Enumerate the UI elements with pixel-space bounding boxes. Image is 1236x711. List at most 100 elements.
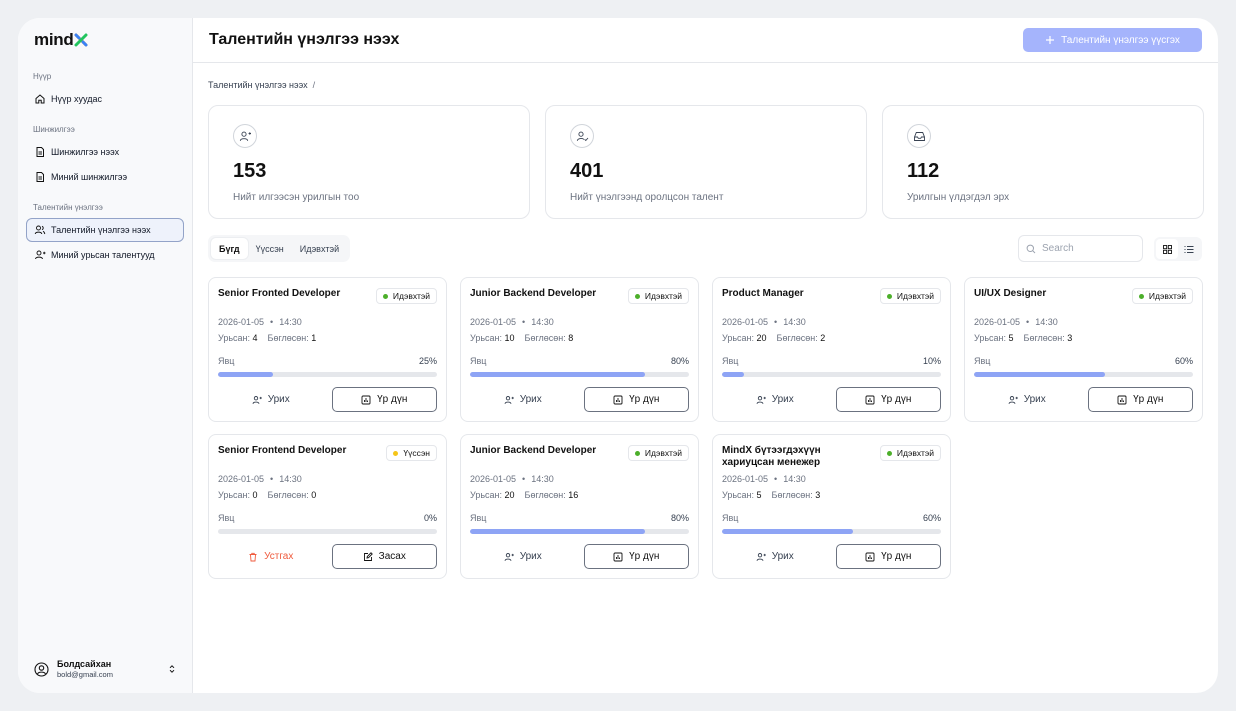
- sidebar-item-invited-talents[interactable]: Миний урьсан талентууд: [26, 243, 184, 267]
- result-button[interactable]: Үр дүн: [583, 544, 689, 569]
- create-evaluation-button[interactable]: Талентийн үнэлгээ үүсгэх: [1023, 28, 1202, 52]
- bullet: •: [522, 474, 526, 484]
- list-icon: [1184, 245, 1194, 253]
- progress-label-row: Явц 60%: [974, 356, 1193, 366]
- logo-text: mind: [34, 30, 74, 49]
- status-text: Идэвхтэй: [1148, 291, 1186, 301]
- stat-label: Нийт үнэлгээнд оролцсон талент: [570, 192, 724, 203]
- filter-tabs: Бүгд Үүссэн Идэвхтэй: [208, 235, 351, 262]
- edit-button[interactable]: Засах: [331, 544, 437, 569]
- invite-button[interactable]: Урих: [470, 544, 576, 569]
- bullet: •: [522, 317, 526, 327]
- stat-value: 153: [233, 160, 267, 182]
- sidebar-item-my-analysis[interactable]: Миний шинжилгээ: [26, 165, 184, 189]
- grid-icon: [1162, 244, 1172, 254]
- filter-tab-active[interactable]: Идэвхтэй: [299, 243, 340, 254]
- status-text: Идэвхтэй: [896, 291, 934, 301]
- list-view-button[interactable]: [1178, 239, 1200, 259]
- progress-percent: 80%: [670, 513, 689, 523]
- status-dot: [382, 293, 388, 299]
- invited-label: Урьсан:: [218, 333, 250, 343]
- result-button[interactable]: Үр дүн: [331, 387, 437, 412]
- filled-label: Бөглөсөн:: [776, 333, 818, 343]
- evaluation-card[interactable]: Senior Frontend Developer Үүссэн 2026-01…: [208, 434, 447, 579]
- result-button[interactable]: Үр дүн: [1087, 387, 1193, 412]
- card-date: 2026-01-05: [470, 317, 517, 327]
- stat-card-remaining-invites: 112 Урилгын үлдэгдэл эрх: [882, 105, 1204, 219]
- breadcrumb-item[interactable]: Талентийн үнэлгээ нээх: [208, 80, 308, 90]
- invited-label: Урьсан:: [218, 490, 250, 500]
- progress-percent: 10%: [922, 356, 941, 366]
- status-badge: Идэвхтэй: [879, 288, 941, 304]
- user-plus-icon: [1008, 395, 1018, 404]
- result-button[interactable]: Үр дүн: [835, 387, 941, 412]
- filter-tab-created[interactable]: Үүссэн: [255, 243, 284, 254]
- card-counts: Урьсан: 0 Бөглөсөн: 0: [218, 490, 316, 500]
- user-plus-icon: [252, 395, 262, 404]
- progress-label: Явц: [470, 356, 487, 366]
- invited-label: Урьсан:: [974, 333, 1006, 343]
- card-date: 2026-01-05: [974, 317, 1021, 327]
- sidebar-item-home[interactable]: Нүүр хуудас: [26, 87, 184, 111]
- invite-button[interactable]: Урих: [974, 387, 1080, 412]
- result-label: Үр дүн: [629, 551, 660, 562]
- edit-icon: [363, 551, 373, 561]
- bullet: •: [270, 474, 274, 484]
- logo[interactable]: mind: [34, 30, 184, 49]
- trash-icon: [249, 552, 257, 561]
- filled-label: Бөглөсөн:: [524, 490, 566, 500]
- card-actions: Урих Үр дүн: [722, 544, 941, 569]
- card-actions: Урих Үр дүн: [722, 387, 941, 412]
- invite-button[interactable]: Урих: [470, 387, 576, 412]
- status-badge: Идэвхтэй: [627, 445, 689, 461]
- grid-view-button[interactable]: [1156, 239, 1178, 259]
- filter-tab-all[interactable]: Бүгд: [211, 238, 248, 259]
- user-email: bold@gmail.com: [57, 670, 113, 679]
- progress-percent: 80%: [670, 356, 689, 366]
- invite-button[interactable]: Урих: [218, 387, 324, 412]
- sidebar-item-label: Талентийн үнэлгээ нээх: [51, 225, 151, 235]
- progress-fill: [218, 372, 273, 377]
- evaluation-card[interactable]: Senior Fronted Developer Идэвхтэй 2026-0…: [208, 277, 447, 422]
- chart-icon: [865, 395, 875, 404]
- search-input[interactable]: [1042, 243, 1132, 254]
- evaluation-card[interactable]: Junior Backend Developer Идэвхтэй 2026-0…: [460, 277, 699, 422]
- progress-fill: [974, 372, 1106, 377]
- progress-percent: 60%: [922, 513, 941, 523]
- invite-label: Урих: [1023, 394, 1046, 405]
- users-icon: [34, 224, 46, 236]
- filled-label: Бөглөсөн:: [771, 490, 813, 500]
- progress-bar: [218, 372, 437, 377]
- result-label: Үр дүн: [1133, 394, 1164, 405]
- stat-card-sent-invites: 153 Нийт илгээсэн урилгын тоо: [208, 105, 530, 219]
- document-icon: [34, 171, 46, 183]
- result-button[interactable]: Үр дүн: [835, 544, 941, 569]
- header: Талентийн үнэлгээ нээх Талентийн үнэлгээ…: [193, 18, 1218, 63]
- evaluation-card[interactable]: Junior Backend Developer Идэвхтэй 2026-0…: [460, 434, 699, 579]
- evaluation-card[interactable]: MindX бүтээгдэхүүн хариуцсан менежер Идэ…: [712, 434, 951, 579]
- status-text: Идэвхтэй: [392, 291, 430, 301]
- breadcrumb: Талентийн үнэлгээ нээх /: [208, 80, 315, 90]
- invite-button[interactable]: Урих: [722, 544, 828, 569]
- evaluation-card[interactable]: Product Manager Идэвхтэй 2026-01-05 • 14:3…: [712, 277, 951, 422]
- progress-bar: [722, 529, 941, 534]
- user-plus-icon: [756, 395, 766, 404]
- card-time: 14:30: [279, 474, 302, 484]
- card-actions: Урих Үр дүн: [974, 387, 1193, 412]
- logo-x-icon: [74, 33, 88, 47]
- search-icon: [1026, 244, 1036, 253]
- evaluation-card[interactable]: UI/UX Designer Идэвхтэй 2026-01-05 • 14:30…: [964, 277, 1203, 422]
- invite-button[interactable]: Урих: [722, 387, 828, 412]
- sidebar-item-label: Миний урьсан талентууд: [51, 250, 155, 260]
- user-menu[interactable]: Болдсайхан bold@gmail.com: [26, 653, 184, 685]
- sidebar-item-open-analysis[interactable]: Шинжилгээ нээх: [26, 140, 184, 164]
- invited-count: 5: [1008, 333, 1014, 343]
- result-label: Үр дүн: [377, 394, 408, 405]
- card-title: Product Manager: [722, 288, 804, 299]
- chart-icon: [613, 552, 623, 561]
- sidebar-item-talent-evaluation[interactable]: Талентийн үнэлгээ нээх: [26, 218, 184, 242]
- result-button[interactable]: Үр дүн: [583, 387, 689, 412]
- user-plus-icon: [756, 552, 766, 561]
- card-date: 2026-01-05: [218, 317, 265, 327]
- delete-button[interactable]: Устгах: [218, 544, 324, 569]
